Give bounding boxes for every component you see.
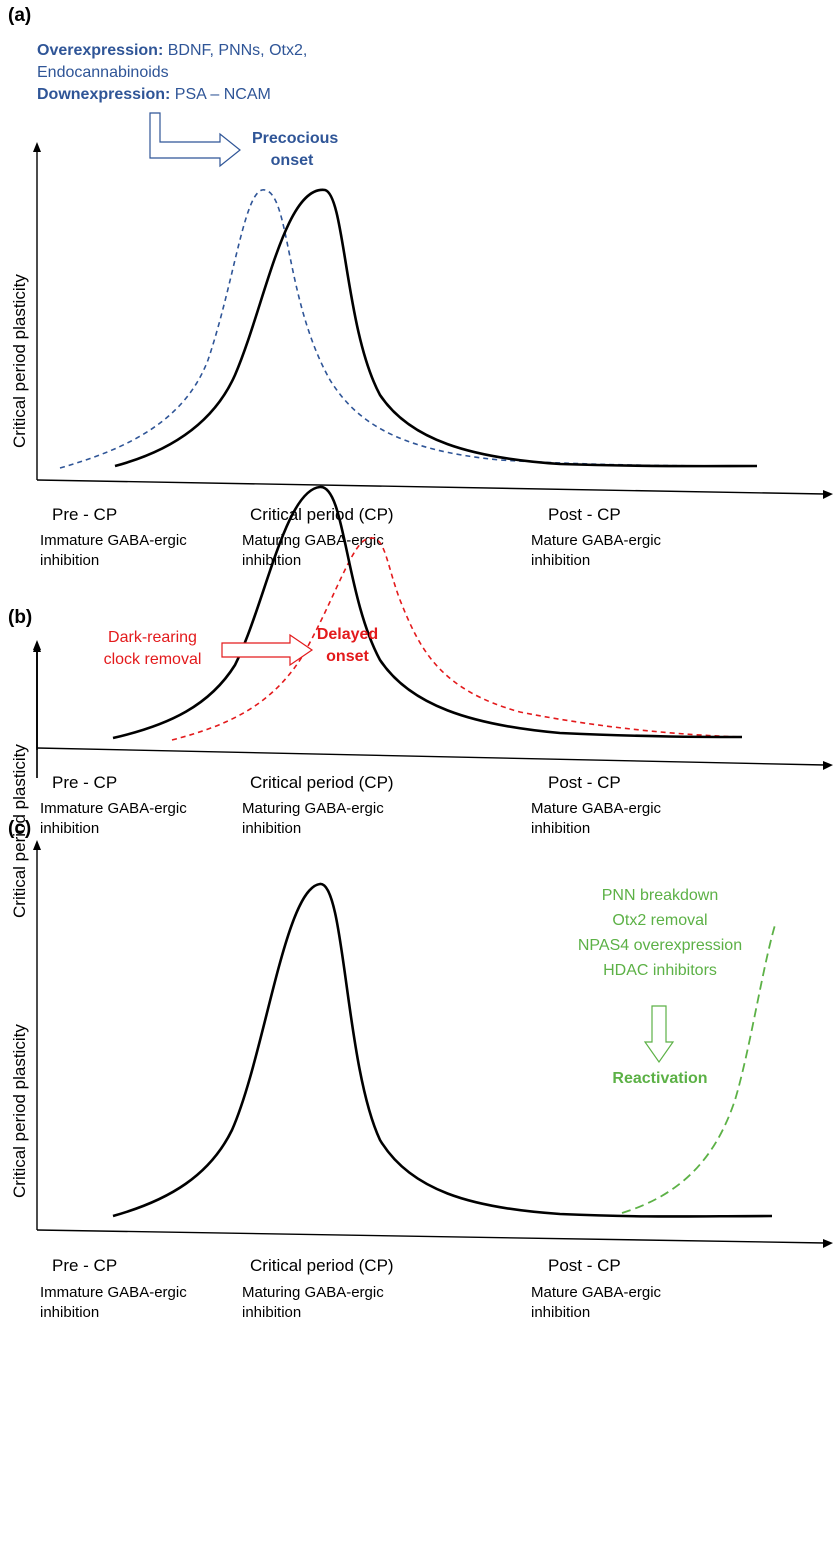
panel-c-x-arrow <box>823 1239 833 1248</box>
desc-line: inhibition <box>40 820 100 837</box>
cause-line-1: Dark-rearing <box>108 629 197 646</box>
x-stage-cp-desc: Maturing GABA-ergic inhibition <box>242 531 422 571</box>
overexpression-items: BDNF, PNNs, Otx2, <box>163 42 308 59</box>
panel-c-x-stage-pre: Pre - CP <box>52 1256 118 1275</box>
desc-line: Maturing GABA-ergic <box>242 532 384 549</box>
panel-b-label: (b) <box>8 607 33 628</box>
panel-c-label: (c) <box>8 818 32 839</box>
desc-line: inhibition <box>40 1304 100 1321</box>
effect-line-1: Delayed <box>316 626 379 643</box>
x-stage-pre-desc: Immature GABA-ergic inhibition <box>40 531 220 571</box>
panel-label: (a) <box>8 5 32 26</box>
panel-b-x-stage-pre-desc: Immature GABA-ergic inhibition <box>40 799 220 839</box>
y-axis-arrow <box>33 142 41 152</box>
effect-line-1: Precocious <box>252 130 339 147</box>
panel-c-x-stage-post-desc: Mature GABA-ergic inhibition <box>531 1283 711 1323</box>
desc-line: Immature GABA-ergic <box>40 532 187 549</box>
x-stage-pre: Pre - CP <box>52 505 118 524</box>
desc-line: inhibition <box>531 552 591 569</box>
overexpression-items-2: Endocannabinoids <box>37 64 169 81</box>
panel-b-cause: Dark-rearing clock removal <box>90 627 215 671</box>
desc-line: inhibition <box>242 820 302 837</box>
desc-line: inhibition <box>40 552 100 569</box>
panel-b-effect: Delayed onset <box>310 624 385 668</box>
cause-line: Otx2 removal <box>612 912 708 929</box>
cause-line: NPAS4 overexpression <box>577 937 743 954</box>
panel-b-delayed-curve <box>171 537 743 741</box>
panel-c-x-axis <box>36 1229 826 1244</box>
panel-b-normal-curve <box>112 485 743 740</box>
panel-c-down-arrow <box>643 1005 675 1064</box>
effect-label: Precocious onset <box>252 128 339 172</box>
desc-line: Immature GABA-ergic <box>40 800 187 817</box>
panel-c-cause: PNN breakdown Otx2 removal NPAS4 overexp… <box>540 883 780 983</box>
panel-c-effect: Reactivation <box>612 1070 708 1087</box>
shift-arrow <box>149 112 241 168</box>
desc-line: Maturing GABA-ergic <box>242 800 384 817</box>
overexpression-label: Overexpression: <box>37 42 164 59</box>
x-axis-arrow <box>823 490 833 499</box>
panel-a: (a) Overexpression: BDNF, PNNs, Otx2, En… <box>0 0 835 600</box>
downexpression-label: Downexpression: <box>37 86 171 103</box>
panel-c-x-stage-post: Post - CP <box>548 1256 621 1275</box>
modifier-list: Overexpression: BDNF, PNNs, Otx2, Endoca… <box>37 40 307 106</box>
desc-line: Maturing GABA-ergic <box>242 1284 384 1301</box>
panel-b-x-stage-cp-desc: Maturing GABA-ergic inhibition <box>242 799 422 839</box>
panel-c-x-stage-cp-desc: Maturing GABA-ergic inhibition <box>242 1283 422 1323</box>
x-stage-cp: Critical period (CP) <box>250 505 394 524</box>
panel-b-x-stage-post-desc: Mature GABA-ergic inhibition <box>531 799 711 839</box>
panel-c-x-stage-pre-desc: Immature GABA-ergic inhibition <box>40 1283 220 1323</box>
cause-line-2: clock removal <box>103 651 202 668</box>
desc-line: Mature GABA-ergic <box>531 800 662 817</box>
desc-line: inhibition <box>531 820 591 837</box>
downexpression-items: PSA – NCAM <box>170 86 271 103</box>
panel-a-plot <box>33 112 833 499</box>
effect-line-2: onset <box>326 648 369 665</box>
desc-line: inhibition <box>531 1304 591 1321</box>
normal-curve <box>114 188 758 468</box>
panel-b-x-arrow <box>823 761 833 770</box>
panel-b-x-stage-pre: Pre - CP <box>52 773 118 792</box>
desc-line: Mature GABA-ergic <box>531 1284 662 1301</box>
panel-c-normal-curve <box>112 882 773 1218</box>
panel-b-shift-arrow <box>221 633 314 667</box>
panel-b-x-axis <box>36 747 826 766</box>
desc-line: inhibition <box>242 552 302 569</box>
cause-line: HDAC inhibitors <box>603 962 717 979</box>
panel-c-y-axis-label: Critical period plasticity <box>10 1024 29 1198</box>
x-axis <box>36 479 826 495</box>
desc-line: Immature GABA-ergic <box>40 1284 187 1301</box>
panel-c-x-stage-cp: Critical period (CP) <box>250 1256 394 1275</box>
panel-c-y-arrow <box>33 840 41 850</box>
desc-line: Mature GABA-ergic <box>531 532 662 549</box>
panel-c-reactivation-curve <box>621 924 776 1214</box>
x-stage-post: Post - CP <box>548 505 621 524</box>
panel-b-x-stage-cp: Critical period (CP) <box>250 773 394 792</box>
panel-b-y-arrow <box>33 642 41 652</box>
desc-line: inhibition <box>242 1304 302 1321</box>
cause-line: PNN breakdown <box>601 887 719 904</box>
effect-line-2: onset <box>270 152 314 169</box>
x-stage-post-desc: Mature GABA-ergic inhibition <box>531 531 711 571</box>
panel-b-x-stage-post: Post - CP <box>548 773 621 792</box>
